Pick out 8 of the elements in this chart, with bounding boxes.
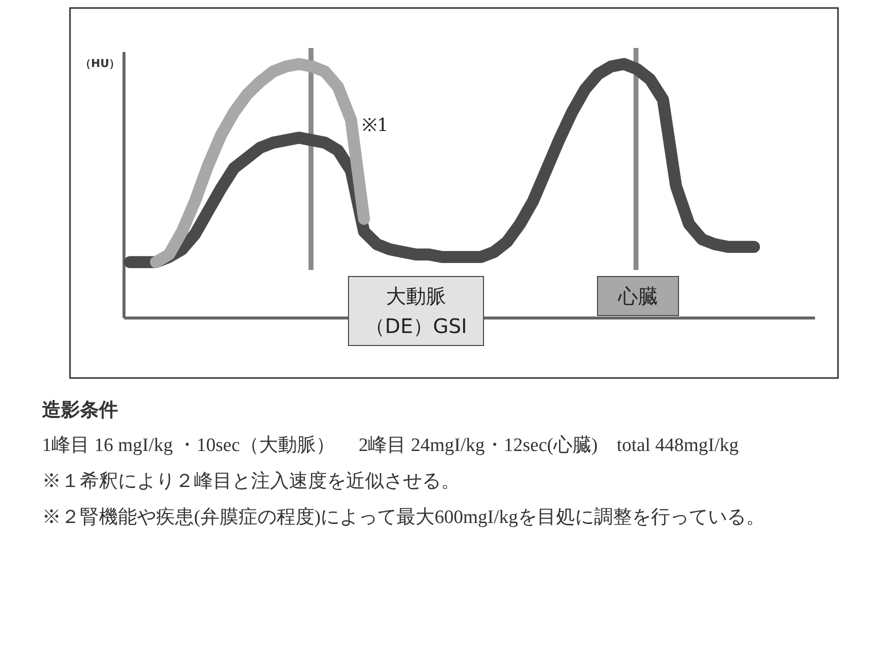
text: ※２腎機能や疾患(弁膜症の程度)によって最大600mgI/kgを目処に調整を行っている。 — [42, 506, 766, 530]
annotation: ※1 — [362, 114, 388, 136]
text: 1峰目 16 mgI/kg ・10sec（大動脈） 2峰目 24mgI/kg・12sec(心臓) total 448mgI/kg — [42, 434, 740, 458]
text: 造影条件 — [42, 398, 119, 423]
y-axis-title: （HU） — [80, 57, 120, 70]
annotation: 大動脈（DE）GSI — [348, 276, 484, 346]
text: ※１希釈により２峰目と注入速度を近似させる。 — [42, 470, 461, 494]
annotation: 心臓 — [597, 276, 679, 316]
